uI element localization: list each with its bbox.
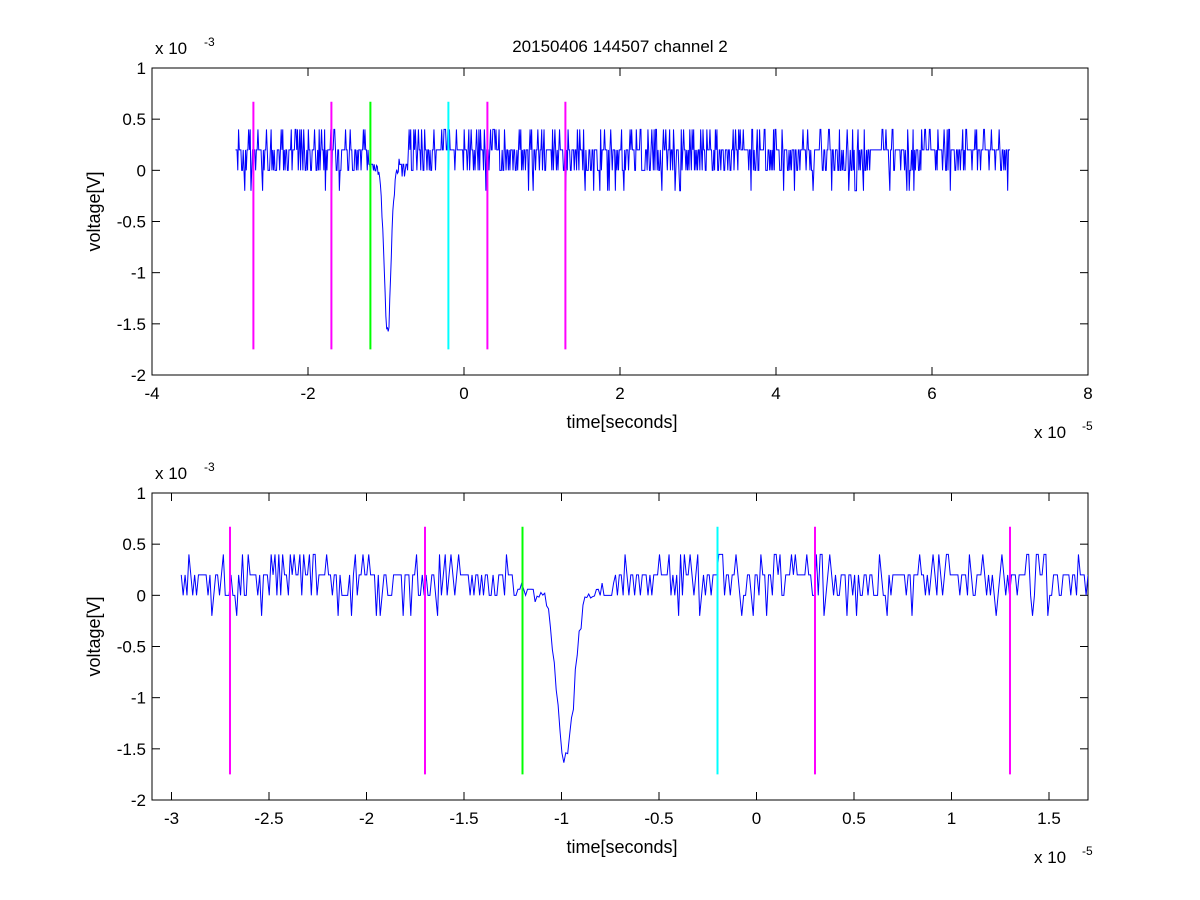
y-tick-label: 0 (137, 161, 146, 180)
x-tick-label: -4 (144, 384, 159, 403)
top-plot: -4 -2 0 2 4 6 810.50-0.5-1-1.5-2time[seconds]v… (84, 35, 1093, 442)
x-exponent: -5 (1082, 844, 1093, 858)
x-tick-label: -2 (300, 384, 315, 403)
x-tick-label: 1 (947, 809, 956, 828)
y-exponent-label: x 10 (155, 39, 187, 58)
y-tick-label: 1 (137, 484, 146, 503)
axes-box (151, 67, 1089, 376)
y-exponent: -3 (204, 35, 215, 49)
x-tick-label: 0 (752, 809, 761, 828)
x-tick-label: -1.5 (449, 809, 478, 828)
x-exponent: -5 (1082, 419, 1093, 433)
y-tick-label: -1 (131, 264, 146, 283)
x-tick-label: -3 (164, 809, 179, 828)
signal-line (180, 553, 1088, 763)
y-tick-label: 0.5 (122, 535, 146, 554)
x-tick-label: 1.5 (1037, 809, 1061, 828)
y-axis-label: voltage[V] (84, 171, 104, 251)
axes-box (151, 492, 1089, 801)
x-tick-label: 0 (459, 384, 468, 403)
y-tick-label: -2 (131, 791, 146, 810)
x-tick-label: -2.5 (254, 809, 283, 828)
y-tick-label: 0 (137, 586, 146, 605)
bottom-plot: -3 -2.5 -2 -1.5 -1 -0.5 0 0.5 1 1.5 1 0.5 0 -0.5 -1 -1.… (84, 460, 1093, 867)
x-tick-label: 0.5 (842, 809, 866, 828)
x-tick-label: -1 (554, 809, 569, 828)
x-tick-label: -0.5 (644, 809, 673, 828)
y-tick-label: -1.5 (117, 315, 146, 334)
y-exponent-label: x 10 (155, 464, 187, 483)
x-tick-label: 2 (615, 384, 624, 403)
y-tick-label: -1.5 (117, 740, 146, 759)
x-tick-label: 4 (771, 384, 780, 403)
figure-title: 20150406 144507 channel 2 (512, 37, 728, 56)
y-tick-label: 1 (137, 59, 146, 78)
x-tick-label: 8 (1083, 384, 1092, 403)
x-exponent-label: x 10 (1034, 423, 1066, 442)
y-exponent: -3 (204, 460, 215, 474)
x-axis-label: time[seconds] (566, 412, 677, 432)
x-exponent-label: x 10 (1034, 848, 1066, 867)
y-tick-label: -2 (131, 366, 146, 385)
y-tick-label: -1 (131, 689, 146, 708)
y-axis-label: voltage[V] (84, 596, 104, 676)
y-tick-label: -0.5 (117, 638, 146, 657)
x-tick-label: -2 (359, 809, 374, 828)
y-tick-label: -0.5 (117, 213, 146, 232)
signal-line (235, 128, 1010, 332)
y-tick-label: 0.5 (122, 110, 146, 129)
x-tick-label: 6 (927, 384, 936, 403)
x-axis-label: time[seconds] (566, 837, 677, 857)
